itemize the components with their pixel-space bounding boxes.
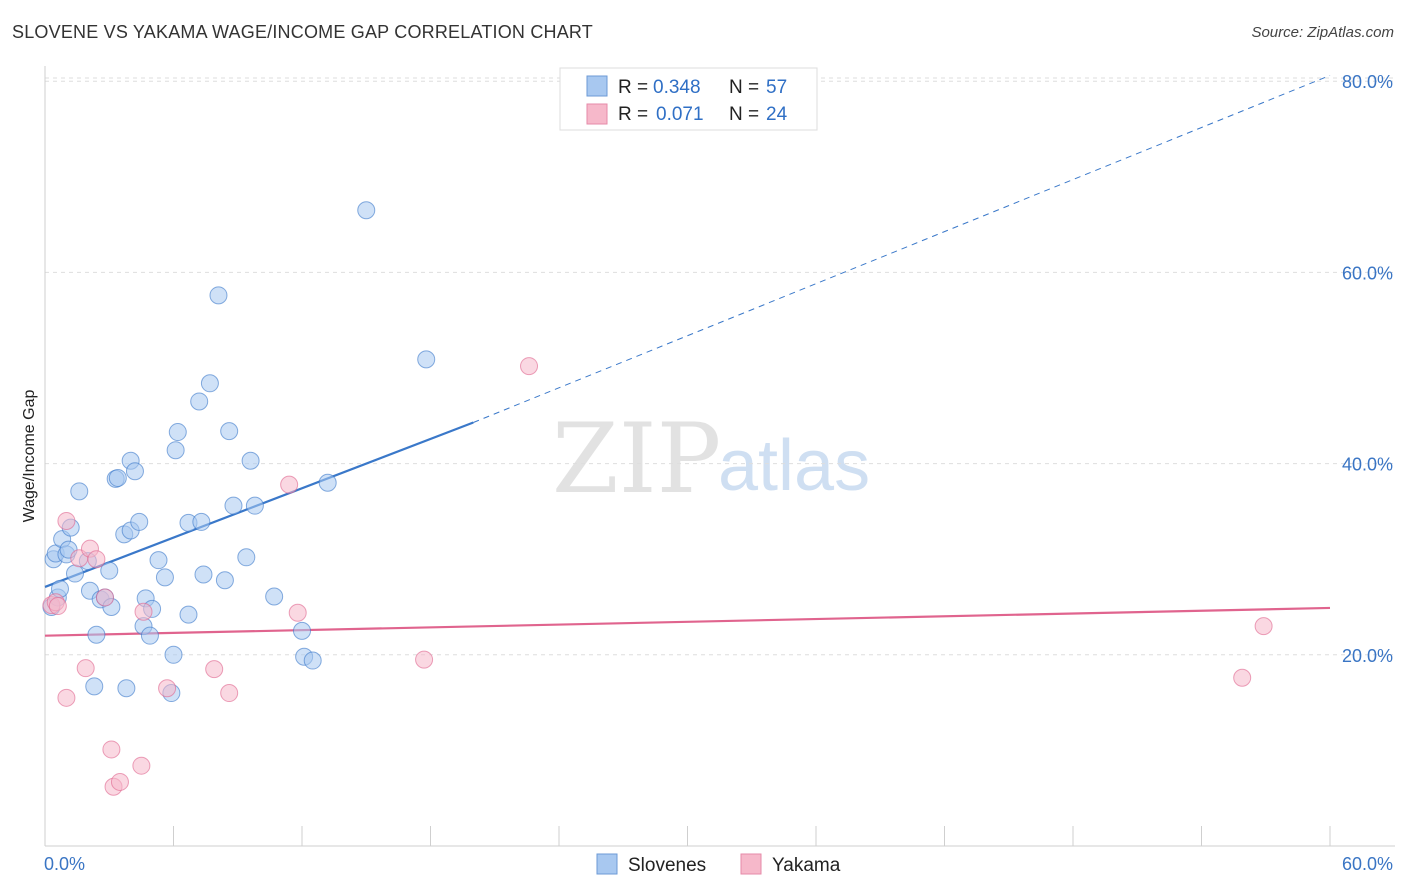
tick-labels: 20.0% 40.0% 60.0% 80.0% 0.0% 60.0% [44,72,1393,874]
point-yakama-21 [520,357,539,376]
point-slovenes-22 [117,679,136,698]
legend-r-label-1: R = [618,77,648,98]
legend-r-value-1: 0.348 [653,77,701,98]
trendline-slovenes-extension [473,75,1331,423]
point-slovenes-34 [164,645,183,664]
point-yakama-10 [102,740,121,759]
legend-swatch-yakama [586,103,608,125]
x-tick-label-min: 0.0% [44,854,85,874]
chart-title: SLOVENE VS YAKAMA WAGE/INCOME GAP CORREL… [12,22,593,42]
point-yakama-12 [110,772,129,791]
point-slovenes-32 [155,568,174,587]
y-tick-label-80: 80.0% [1342,72,1393,92]
point-slovenes-43 [209,286,228,305]
point-slovenes-25 [125,462,144,481]
legend-r-value-2: 0.071 [656,104,704,125]
watermark-zip: ZIP [552,403,721,515]
point-yakama-6 [76,659,95,678]
point-slovenes-9 [65,564,84,583]
y-axis-label: Wage/Income Gap [21,390,38,523]
point-slovenes-20 [108,468,127,487]
point-slovenes-50 [265,587,284,606]
point-yakama-13 [132,756,151,775]
trendline-yakama [44,606,1331,637]
point-slovenes-17 [100,561,119,580]
point-slovenes-13 [85,677,104,696]
trend-lines [44,75,1331,637]
point-slovenes-37 [179,605,198,624]
point-yakama-3 [57,511,76,530]
axes [44,66,1395,847]
point-slovenes-45 [220,422,239,441]
legend-bottom-label-yakama: Yakama [772,855,841,876]
point-slovenes-35 [166,441,185,460]
point-slovenes-54 [318,473,337,492]
point-yakama-2 [48,597,67,616]
point-yakama-22 [1233,668,1252,687]
point-slovenes-44 [215,571,234,590]
point-yakama-8 [87,550,106,569]
legend-n-label-1: N = [729,77,759,98]
point-slovenes-36 [168,423,187,442]
point-slovenes-14 [87,625,106,644]
point-slovenes-48 [241,451,260,470]
point-slovenes-55 [357,201,376,220]
watermark: ZIP atlas [552,403,870,515]
point-slovenes-39 [190,392,209,411]
point-slovenes-42 [200,374,219,393]
y-tick-label-60: 60.0% [1342,263,1393,283]
legend-bottom: Slovenes Yakama [596,853,841,876]
legend-swatch-slovenes [586,75,608,97]
point-yakama-18 [280,475,299,494]
point-slovenes-51 [293,621,311,640]
y-tick-label-20: 20.0% [1342,646,1393,666]
point-slovenes-46 [224,496,243,515]
point-yakama-4 [57,688,76,707]
point-yakama-17 [220,684,239,703]
point-slovenes-49 [245,496,264,515]
point-slovenes-47 [237,548,256,567]
legend-n-value-2: 24 [766,104,788,125]
data-points [42,201,1273,796]
point-yakama-20 [415,650,434,669]
grid [45,77,1395,656]
legend-bottom-label-slovenes: Slovenes [628,855,706,876]
point-slovenes-10 [70,482,89,501]
x-tick-label-max: 60.0% [1342,854,1393,874]
legend-top: R = 0.348 N = 57 R = 0.071 N = 24 [559,67,818,131]
point-yakama-14 [134,602,153,621]
legend-bottom-swatch-yakama [740,853,762,875]
watermark-atlas: atlas [718,426,870,506]
point-slovenes-26 [130,512,149,531]
point-yakama-23 [1254,617,1273,636]
point-yakama-19 [288,603,307,622]
point-slovenes-53 [303,651,322,670]
point-slovenes-29 [140,626,159,645]
point-yakama-9 [95,588,114,607]
point-slovenes-41 [194,565,213,584]
point-yakama-15 [158,679,177,698]
legend-r-label-2: R = [618,104,648,125]
source-label: Source: ZipAtlas.com [1251,24,1394,41]
legend-n-label-2: N = [729,104,759,125]
point-slovenes-56 [417,350,436,369]
y-tick-label-40: 40.0% [1342,455,1393,475]
point-yakama-16 [205,660,224,679]
legend-n-value-1: 57 [766,77,787,98]
legend-bottom-swatch-slovenes [596,853,618,875]
point-slovenes-40 [192,512,211,531]
point-slovenes-31 [149,551,168,570]
